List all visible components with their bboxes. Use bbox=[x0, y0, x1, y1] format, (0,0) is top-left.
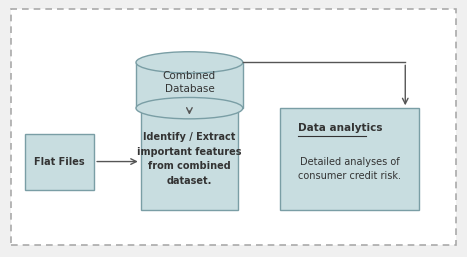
Ellipse shape bbox=[136, 52, 243, 73]
Text: Combined
Database: Combined Database bbox=[163, 71, 216, 94]
Text: Data analytics: Data analytics bbox=[298, 124, 383, 133]
FancyBboxPatch shape bbox=[280, 108, 419, 210]
FancyBboxPatch shape bbox=[141, 108, 238, 210]
Text: Flat Files: Flat Files bbox=[34, 157, 85, 167]
FancyBboxPatch shape bbox=[25, 134, 94, 189]
Ellipse shape bbox=[136, 97, 243, 119]
Polygon shape bbox=[136, 62, 243, 108]
FancyBboxPatch shape bbox=[11, 9, 456, 245]
Text: Detailed analyses of
consumer credit risk.: Detailed analyses of consumer credit ris… bbox=[298, 157, 401, 181]
Text: Identify / Extract
important features
from combined
dataset.: Identify / Extract important features fr… bbox=[137, 132, 241, 186]
